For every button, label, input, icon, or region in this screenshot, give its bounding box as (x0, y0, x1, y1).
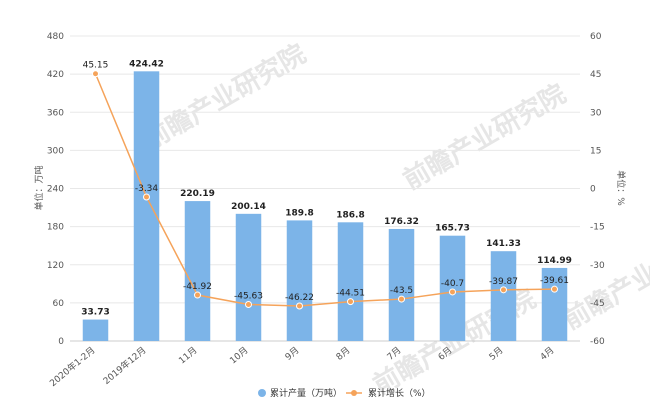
legend[interactable]: 累计产量（万吨） 累计增长（%） (258, 387, 431, 399)
right-tick-label: 30 (590, 108, 602, 118)
line-point[interactable] (347, 298, 354, 306)
bar-value-label: 33.73 (81, 308, 109, 318)
x-tick-label: 2020年1-2月 (47, 344, 97, 389)
bar-value-label: 141.33 (486, 239, 521, 249)
bar[interactable] (133, 71, 160, 341)
bar[interactable] (388, 228, 415, 341)
growth-line (94, 73, 555, 307)
x-tick-label: 4月 (538, 345, 556, 363)
legend-item-production[interactable]: 累计产量（万吨） (258, 387, 342, 399)
left-axis-title: 单位：万吨 (33, 165, 45, 210)
legend-swatch-point (351, 390, 357, 396)
line-labels: 45.15 -3.34 -41.92 -45.63 -46.22 -44.51 -43.5 -… (83, 61, 569, 303)
bar-value-label: 114.99 (537, 256, 572, 266)
line-value-label: -46.22 (285, 293, 314, 303)
x-tick-label: 2019年12月 (101, 344, 149, 387)
left-tick-label: 420 (47, 70, 64, 80)
x-tick-label: 11月 (177, 345, 200, 367)
line-value-label: -43.5 (390, 286, 413, 296)
bar[interactable] (439, 235, 466, 341)
left-tick-label: 300 (47, 146, 64, 156)
legend-item-growth[interactable]: 累计增长（%） (346, 387, 431, 399)
line-series (92, 70, 558, 310)
line-value-label: -40.7 (441, 279, 464, 289)
line-value-label: 45.15 (83, 61, 109, 71)
right-tick-label: 15 (590, 146, 601, 156)
bar-value-label: 165.73 (435, 224, 470, 234)
left-tick-label: 120 (47, 261, 64, 271)
left-tick-label: 0 (58, 337, 64, 347)
left-tick-label: 360 (47, 108, 64, 118)
line-point[interactable] (245, 300, 252, 308)
line-value-label: -3.34 (135, 184, 159, 194)
line-point[interactable] (500, 286, 507, 294)
line-point[interactable] (194, 291, 201, 299)
right-tick-label: -30 (590, 261, 605, 271)
watermark-text: 前瞻产业研究院 (558, 218, 650, 336)
legend-label-production: 累计产量（万吨） (270, 387, 342, 399)
bar[interactable] (286, 220, 313, 341)
line-point[interactable] (92, 70, 99, 78)
legend-label-growth: 累计增长（%） (368, 387, 431, 399)
bar[interactable] (82, 319, 109, 341)
line-point[interactable] (551, 285, 558, 293)
left-tick-label: 480 (47, 32, 64, 42)
bar-value-label: 189.8 (285, 208, 313, 218)
bar[interactable] (337, 222, 364, 341)
left-tick-label: 60 (53, 299, 65, 309)
bar-value-label: 200.14 (231, 202, 266, 212)
bar-value-label: 220.19 (180, 189, 215, 199)
right-tick-label: 0 (590, 185, 596, 195)
x-tick-label: 9月 (283, 345, 301, 363)
line-point[interactable] (143, 193, 150, 201)
line-point[interactable] (398, 295, 405, 303)
legend-swatch-bar (258, 389, 266, 397)
bar[interactable] (235, 213, 262, 341)
right-axis-title: 单位：% (615, 170, 627, 206)
right-tick-label: 60 (590, 32, 602, 42)
line-value-label: -39.61 (540, 276, 569, 286)
right-axis-ticks: -60 -45 -30 -15 0 15 30 45 60 (590, 32, 605, 347)
watermark-text: 前瞻产业研究院 (398, 78, 571, 196)
right-tick-label: -45 (590, 299, 605, 309)
bar-labels: 33.73 424.42 220.19 200.14 189.8 186.8 176.32 1… (81, 59, 572, 317)
x-tick-label: 5月 (487, 345, 505, 363)
x-axis-ticks: 2020年1-2月 2019年12月 11月 10月 9月 8月 7月 6月 5月 4月 (47, 344, 556, 389)
right-tick-label: -15 (590, 223, 605, 233)
bar-value-label: 176.32 (384, 217, 419, 227)
bar[interactable] (541, 267, 568, 341)
left-axis-ticks: 0 60 120 180 240 300 360 420 480 (47, 32, 64, 347)
left-tick-label: 240 (47, 185, 64, 195)
right-tick-label: 45 (590, 70, 601, 80)
x-tick-label: 10月 (228, 345, 251, 367)
line-value-label: -45.63 (234, 291, 263, 301)
line-value-label: -44.51 (336, 289, 365, 299)
line-value-label: -39.87 (489, 277, 518, 287)
right-tick-label: -60 (590, 337, 605, 347)
line-point[interactable] (296, 302, 303, 310)
left-tick-label: 180 (47, 223, 64, 233)
bar-value-label: 424.42 (129, 59, 164, 69)
bar-value-label: 186.8 (336, 210, 364, 220)
bar[interactable] (490, 251, 517, 341)
x-tick-label: 8月 (334, 345, 352, 363)
line-point[interactable] (449, 288, 456, 296)
bar[interactable] (184, 201, 211, 341)
bar-series (82, 71, 568, 341)
line-value-label: -41.92 (183, 282, 212, 292)
watermark-text: 前瞻产业研究院 (138, 38, 311, 156)
axis-titles: 单位：万吨 单位：% (33, 165, 627, 210)
